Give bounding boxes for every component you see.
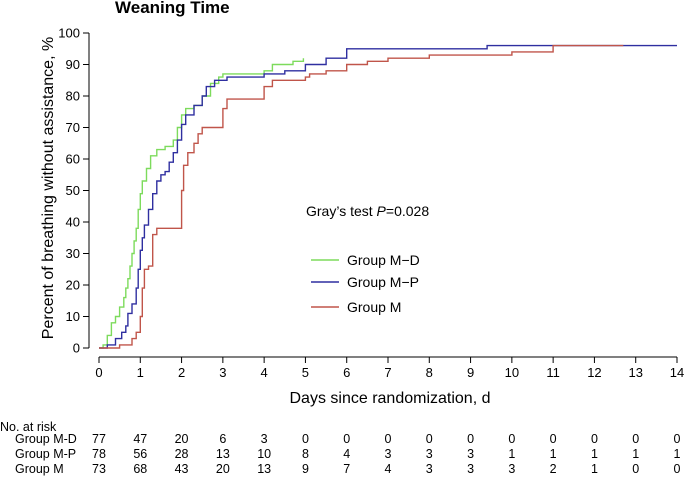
x-tick-label-13: 13	[628, 365, 642, 380]
legend-label-group-m-p: Group M−P	[347, 274, 419, 290]
risk-cell: 1	[550, 447, 557, 461]
risk-cell: 6	[219, 432, 226, 446]
risk-cell: 43	[175, 462, 189, 476]
risk-cell: 13	[257, 462, 271, 476]
x-tick-label-4: 4	[261, 365, 268, 380]
y-tick-label-30: 30	[66, 246, 80, 261]
risk-row-label: Group M	[15, 462, 64, 476]
y-tick-label-80: 80	[66, 89, 80, 104]
x-tick-label-2: 2	[178, 365, 185, 380]
risk-cell: 0	[343, 432, 350, 446]
risk-cell: 56	[133, 447, 147, 461]
x-tick-label-3: 3	[219, 365, 226, 380]
y-tick-label-40: 40	[66, 215, 80, 230]
x-tick-label-8: 8	[426, 365, 433, 380]
legend-label-group-m: Group M	[347, 299, 401, 315]
risk-cell: 13	[216, 447, 230, 461]
risk-cell: 0	[426, 432, 433, 446]
annotation-stat: P	[377, 203, 387, 219]
risk-row-label: Group M-P	[15, 447, 76, 461]
risk-cell: 0	[508, 432, 515, 446]
annotation-value: =0.028	[386, 203, 429, 219]
risk-cell: 0	[632, 432, 639, 446]
legend: Group M−D Group M−P Group M	[311, 252, 420, 315]
risk-cell: 0	[674, 462, 681, 476]
x-tick-label-9: 9	[467, 365, 474, 380]
y-tick-label-90: 90	[66, 57, 80, 72]
risk-cell: 73	[92, 462, 106, 476]
x-tick-label-5: 5	[302, 365, 309, 380]
risk-table-header: No. at risk	[0, 420, 57, 434]
risk-cell: 10	[257, 447, 271, 461]
x-tick-label-0: 0	[95, 365, 102, 380]
risk-table: No. at risk Group M-D 77 47 20 6 3 0 0 0 0 0 0 0 0 0 0G…	[0, 420, 681, 476]
risk-row-label: Group M-D	[15, 432, 77, 446]
y-tick-label-0: 0	[73, 341, 80, 356]
risk-cell: 0	[591, 432, 598, 446]
risk-cell: 78	[92, 447, 106, 461]
x-tick-label-11: 11	[546, 365, 560, 380]
risk-cell: 0	[385, 432, 392, 446]
y-axis-label-group: Percent of breathing without assistance,…	[40, 37, 57, 339]
risk-cell: 7	[343, 462, 350, 476]
series-lines	[99, 44, 677, 349]
x-tick-label-6: 6	[343, 365, 350, 380]
risk-cell: 9	[302, 462, 309, 476]
y-tick-label-20: 20	[66, 278, 80, 293]
series-line-group-m-d	[99, 58, 305, 349]
risk-cell: 4	[385, 462, 392, 476]
risk-cell: 0	[467, 432, 474, 446]
y-tick-label-10: 10	[66, 309, 80, 324]
risk-cell: 3	[426, 462, 433, 476]
risk-cell: 3	[261, 432, 268, 446]
risk-cell: 1	[591, 447, 598, 461]
risk-cell: 1	[591, 462, 598, 476]
risk-cell: 1	[632, 447, 639, 461]
risk-cell: 47	[133, 432, 147, 446]
x-tick-label-7: 7	[384, 365, 391, 380]
x-axis-label: Days since randomization, d	[290, 390, 491, 407]
series-line-group-m	[99, 44, 624, 349]
y-axis-label: Percent of breathing without assistance,…	[40, 37, 57, 339]
chart-title: Weaning Time	[115, 0, 230, 17]
risk-cell: 2	[550, 462, 557, 476]
legend-label-group-m-d: Group M−D	[347, 252, 420, 268]
risk-cell: 3	[508, 462, 515, 476]
risk-cell: 3	[467, 462, 474, 476]
x-tick-label-12: 12	[587, 365, 601, 380]
risk-cell: 0	[632, 462, 639, 476]
risk-cell: 77	[92, 432, 106, 446]
x-tick-label-1: 1	[137, 365, 144, 380]
y-tick-label-70: 70	[66, 120, 80, 135]
risk-cell: 4	[343, 447, 350, 461]
risk-cell: 0	[302, 432, 309, 446]
grays-test-annotation: Gray’s test P=0.028	[306, 203, 429, 219]
risk-cell: 3	[385, 447, 392, 461]
risk-cell: 1	[508, 447, 515, 461]
risk-cell: 3	[426, 447, 433, 461]
risk-cell: 68	[133, 462, 147, 476]
annotation-prefix: Gray’s test	[306, 203, 377, 219]
risk-cell: 28	[175, 447, 189, 461]
series-line-group-m-p	[99, 44, 677, 349]
risk-cell: 0	[674, 432, 681, 446]
x-tick-label-14: 14	[670, 365, 684, 380]
risk-cell: 3	[467, 447, 474, 461]
y-tick-label-100: 100	[58, 26, 80, 41]
risk-cell: 1	[674, 447, 681, 461]
x-tick-label-10: 10	[505, 365, 519, 380]
risk-cell: 8	[302, 447, 309, 461]
risk-cell: 20	[216, 462, 230, 476]
risk-cell: 0	[550, 432, 557, 446]
y-tick-label-60: 60	[66, 152, 80, 167]
risk-cell: 20	[175, 432, 189, 446]
y-tick-label-50: 50	[66, 183, 80, 198]
